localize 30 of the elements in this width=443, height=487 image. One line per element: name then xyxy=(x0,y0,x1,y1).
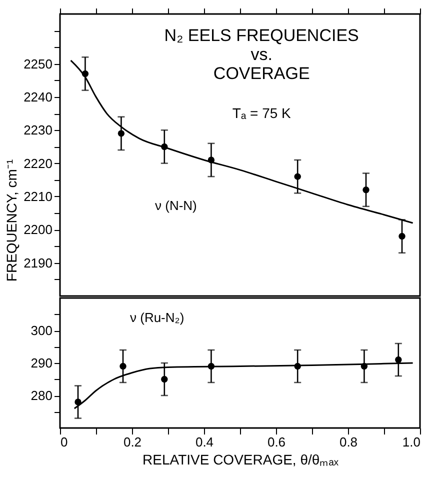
y-tick-label: 2190 xyxy=(24,255,52,270)
y-tick-label: 2210 xyxy=(24,188,52,204)
point xyxy=(120,362,126,370)
y-tick-label: 280 xyxy=(30,388,52,403)
x-tick-label: 0.4 xyxy=(195,434,214,450)
y-tick-label: 2200 xyxy=(24,222,52,238)
text: N₂ EELS FREQUENCIES vs. COVERAGE xyxy=(164,26,359,83)
point xyxy=(395,356,402,364)
annotation: Tₐ = 75 K xyxy=(232,105,292,121)
y-tick-label: 2230 xyxy=(24,122,52,138)
point xyxy=(74,398,82,406)
point xyxy=(398,232,406,240)
point xyxy=(161,376,168,383)
x-tick-label: 1.0 xyxy=(402,434,420,450)
x-tick-label: 0.2 xyxy=(123,434,142,450)
x-tick-label: 0.6 xyxy=(267,434,286,450)
y-tick-label: 2250 xyxy=(24,56,52,72)
y-axis-title: FREQUENCY, cm⁻¹ xyxy=(4,159,20,282)
point xyxy=(118,130,125,137)
text: ν (Ru-N₂) xyxy=(130,310,184,325)
y-tick-label: 290 xyxy=(30,356,52,370)
x-axis-title: RELATIVE COVERAGE, θ/θₘₐₓ xyxy=(142,452,339,468)
x-tick-label: 0 xyxy=(60,434,68,450)
point xyxy=(362,186,370,194)
y-tick-label: 300 xyxy=(30,323,52,338)
text: ν (N-N) xyxy=(155,198,197,213)
point xyxy=(294,173,301,180)
x-tick-label: 0.8 xyxy=(339,434,358,450)
y-tick-label: 2220 xyxy=(24,156,52,171)
y-tick-label: 2240 xyxy=(24,89,52,104)
